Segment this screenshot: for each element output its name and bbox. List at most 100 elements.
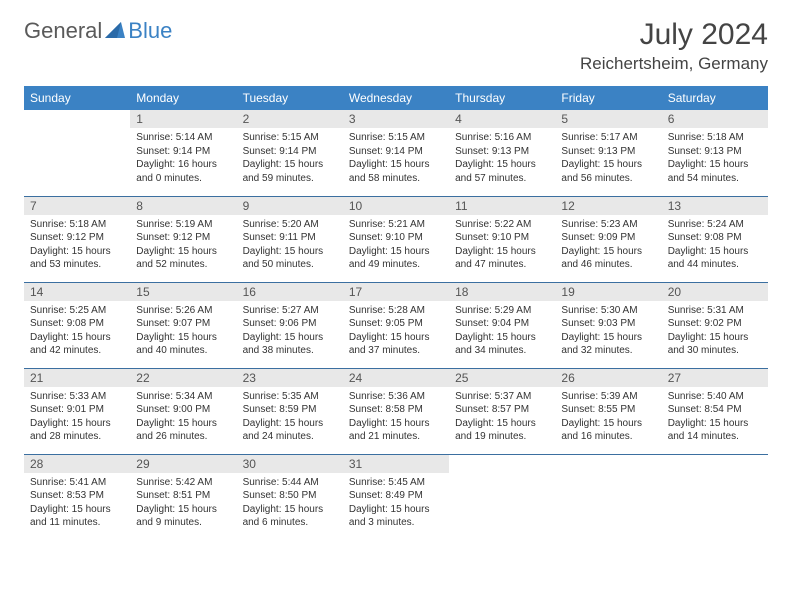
day-header: Sunday — [24, 86, 130, 110]
day-header: Wednesday — [343, 86, 449, 110]
day-header: Tuesday — [237, 86, 343, 110]
sunset-line: Sunset: 9:02 PM — [668, 317, 762, 331]
day-number: 21 — [24, 369, 130, 387]
daylight-line: Daylight: 15 hours and 57 minutes. — [455, 158, 549, 185]
day-details: Sunrise: 5:19 AMSunset: 9:12 PMDaylight:… — [130, 215, 236, 276]
sunrise-line: Sunrise: 5:30 AM — [561, 304, 655, 318]
brand-triangle-icon — [105, 20, 125, 43]
sunset-line: Sunset: 9:09 PM — [561, 231, 655, 245]
day-details: Sunrise: 5:41 AMSunset: 8:53 PMDaylight:… — [24, 473, 130, 534]
calendar-week: 7Sunrise: 5:18 AMSunset: 9:12 PMDaylight… — [24, 196, 768, 282]
sunrise-line: Sunrise: 5:22 AM — [455, 218, 549, 232]
calendar-cell: 6Sunrise: 5:18 AMSunset: 9:13 PMDaylight… — [662, 110, 768, 196]
day-number: 17 — [343, 283, 449, 301]
day-details: Sunrise: 5:37 AMSunset: 8:57 PMDaylight:… — [449, 387, 555, 448]
daylight-line: Daylight: 15 hours and 56 minutes. — [561, 158, 655, 185]
calendar-cell — [449, 454, 555, 540]
day-details: Sunrise: 5:39 AMSunset: 8:55 PMDaylight:… — [555, 387, 661, 448]
daylight-line: Daylight: 15 hours and 44 minutes. — [668, 245, 762, 272]
brand-part1: General — [24, 18, 102, 44]
day-details: Sunrise: 5:23 AMSunset: 9:09 PMDaylight:… — [555, 215, 661, 276]
sunset-line: Sunset: 9:07 PM — [136, 317, 230, 331]
day-details: Sunrise: 5:15 AMSunset: 9:14 PMDaylight:… — [343, 128, 449, 189]
calendar-cell: 12Sunrise: 5:23 AMSunset: 9:09 PMDayligh… — [555, 196, 661, 282]
day-number: 5 — [555, 110, 661, 128]
daylight-line: Daylight: 15 hours and 50 minutes. — [243, 245, 337, 272]
sunrise-line: Sunrise: 5:15 AM — [349, 131, 443, 145]
calendar-cell: 13Sunrise: 5:24 AMSunset: 9:08 PMDayligh… — [662, 196, 768, 282]
calendar-body: 1Sunrise: 5:14 AMSunset: 9:14 PMDaylight… — [24, 110, 768, 540]
day-number: 29 — [130, 455, 236, 473]
sunset-line: Sunset: 9:10 PM — [349, 231, 443, 245]
calendar-cell: 9Sunrise: 5:20 AMSunset: 9:11 PMDaylight… — [237, 196, 343, 282]
calendar-cell: 4Sunrise: 5:16 AMSunset: 9:13 PMDaylight… — [449, 110, 555, 196]
sunrise-line: Sunrise: 5:26 AM — [136, 304, 230, 318]
title-block: July 2024 Reichertsheim, Germany — [580, 18, 768, 74]
calendar-cell: 23Sunrise: 5:35 AMSunset: 8:59 PMDayligh… — [237, 368, 343, 454]
sunrise-line: Sunrise: 5:42 AM — [136, 476, 230, 490]
sunrise-line: Sunrise: 5:19 AM — [136, 218, 230, 232]
day-details: Sunrise: 5:16 AMSunset: 9:13 PMDaylight:… — [449, 128, 555, 189]
sunrise-line: Sunrise: 5:21 AM — [349, 218, 443, 232]
day-number: 25 — [449, 369, 555, 387]
sunrise-line: Sunrise: 5:14 AM — [136, 131, 230, 145]
sunset-line: Sunset: 9:12 PM — [136, 231, 230, 245]
day-details: Sunrise: 5:24 AMSunset: 9:08 PMDaylight:… — [662, 215, 768, 276]
daylight-line: Daylight: 16 hours and 0 minutes. — [136, 158, 230, 185]
day-details: Sunrise: 5:22 AMSunset: 9:10 PMDaylight:… — [449, 215, 555, 276]
daylight-line: Daylight: 15 hours and 3 minutes. — [349, 503, 443, 530]
calendar-cell: 7Sunrise: 5:18 AMSunset: 9:12 PMDaylight… — [24, 196, 130, 282]
daylight-line: Daylight: 15 hours and 16 minutes. — [561, 417, 655, 444]
sunrise-line: Sunrise: 5:37 AM — [455, 390, 549, 404]
day-number: 26 — [555, 369, 661, 387]
daylight-line: Daylight: 15 hours and 37 minutes. — [349, 331, 443, 358]
daylight-line: Daylight: 15 hours and 24 minutes. — [243, 417, 337, 444]
sunset-line: Sunset: 8:49 PM — [349, 489, 443, 503]
sunrise-line: Sunrise: 5:17 AM — [561, 131, 655, 145]
day-number: 10 — [343, 197, 449, 215]
sunset-line: Sunset: 8:51 PM — [136, 489, 230, 503]
day-number: 18 — [449, 283, 555, 301]
day-header: Saturday — [662, 86, 768, 110]
sunset-line: Sunset: 8:50 PM — [243, 489, 337, 503]
calendar-cell — [24, 110, 130, 196]
sunset-line: Sunset: 8:57 PM — [455, 403, 549, 417]
daylight-line: Daylight: 15 hours and 53 minutes. — [30, 245, 124, 272]
day-header: Monday — [130, 86, 236, 110]
day-details: Sunrise: 5:31 AMSunset: 9:02 PMDaylight:… — [662, 301, 768, 362]
daylight-line: Daylight: 15 hours and 32 minutes. — [561, 331, 655, 358]
calendar-cell: 2Sunrise: 5:15 AMSunset: 9:14 PMDaylight… — [237, 110, 343, 196]
calendar-cell: 22Sunrise: 5:34 AMSunset: 9:00 PMDayligh… — [130, 368, 236, 454]
day-number: 20 — [662, 283, 768, 301]
day-details: Sunrise: 5:44 AMSunset: 8:50 PMDaylight:… — [237, 473, 343, 534]
sunset-line: Sunset: 9:03 PM — [561, 317, 655, 331]
day-number: 4 — [449, 110, 555, 128]
sunset-line: Sunset: 9:14 PM — [349, 145, 443, 159]
day-header: Friday — [555, 86, 661, 110]
daylight-line: Daylight: 15 hours and 14 minutes. — [668, 417, 762, 444]
day-details: Sunrise: 5:34 AMSunset: 9:00 PMDaylight:… — [130, 387, 236, 448]
day-number: 16 — [237, 283, 343, 301]
calendar-cell: 21Sunrise: 5:33 AMSunset: 9:01 PMDayligh… — [24, 368, 130, 454]
sunset-line: Sunset: 9:08 PM — [30, 317, 124, 331]
day-number: 30 — [237, 455, 343, 473]
sunrise-line: Sunrise: 5:40 AM — [668, 390, 762, 404]
day-header: Thursday — [449, 86, 555, 110]
brand-logo: General Blue — [24, 18, 172, 44]
sunset-line: Sunset: 9:00 PM — [136, 403, 230, 417]
calendar-cell: 11Sunrise: 5:22 AMSunset: 9:10 PMDayligh… — [449, 196, 555, 282]
day-details: Sunrise: 5:18 AMSunset: 9:12 PMDaylight:… — [24, 215, 130, 276]
daylight-line: Daylight: 15 hours and 38 minutes. — [243, 331, 337, 358]
daylight-line: Daylight: 15 hours and 54 minutes. — [668, 158, 762, 185]
day-details: Sunrise: 5:15 AMSunset: 9:14 PMDaylight:… — [237, 128, 343, 189]
day-number: 23 — [237, 369, 343, 387]
sunset-line: Sunset: 8:55 PM — [561, 403, 655, 417]
daylight-line: Daylight: 15 hours and 46 minutes. — [561, 245, 655, 272]
daylight-line: Daylight: 15 hours and 49 minutes. — [349, 245, 443, 272]
day-number: 3 — [343, 110, 449, 128]
day-details: Sunrise: 5:30 AMSunset: 9:03 PMDaylight:… — [555, 301, 661, 362]
daylight-line: Daylight: 15 hours and 28 minutes. — [30, 417, 124, 444]
calendar-cell: 17Sunrise: 5:28 AMSunset: 9:05 PMDayligh… — [343, 282, 449, 368]
brand-part2: Blue — [128, 18, 172, 44]
calendar-cell — [662, 454, 768, 540]
